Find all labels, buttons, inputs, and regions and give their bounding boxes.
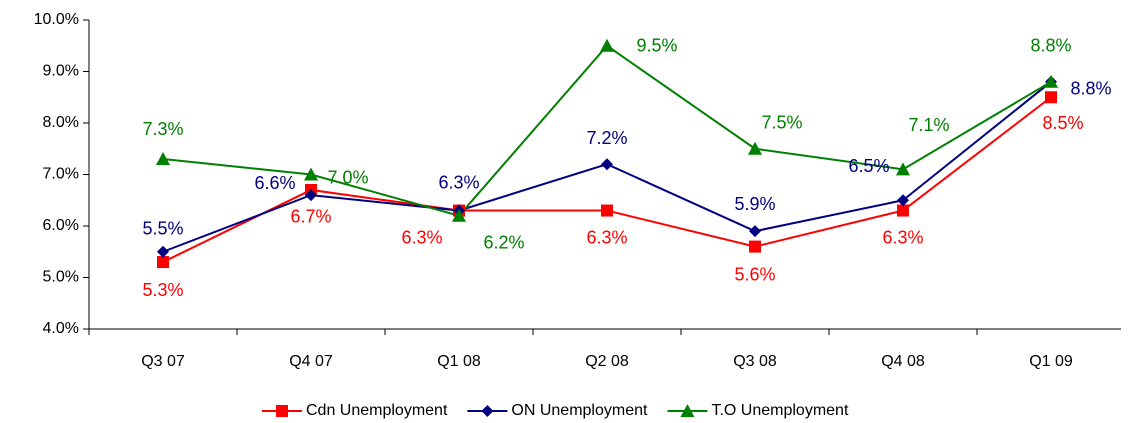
data-label: 5.3% (142, 280, 183, 300)
y-tick-label: 5.0% (43, 269, 79, 286)
data-label: 9.5% (636, 36, 677, 56)
legend-label: ON Unemployment (511, 402, 648, 419)
legend-marker (481, 405, 494, 417)
data-point (304, 167, 318, 181)
data-label: 6.3% (401, 227, 442, 247)
data-point (749, 240, 761, 253)
data-label: 6.2% (483, 232, 524, 252)
data-point (452, 208, 466, 222)
data-point (1045, 91, 1057, 104)
data-label: 5.6% (734, 264, 775, 284)
data-point (601, 204, 613, 217)
data-point (600, 38, 614, 52)
x-tick-label: Q1 09 (1029, 353, 1073, 370)
data-point (156, 152, 170, 166)
data-point (749, 225, 761, 238)
data-label: 7.5% (761, 113, 802, 133)
x-tick-label: Q3 07 (141, 353, 185, 370)
y-tick-label: 4.0% (43, 320, 79, 337)
data-label: 7.1% (908, 115, 949, 135)
data-point (157, 256, 169, 269)
data-label: 6.7% (290, 207, 331, 227)
data-point (601, 158, 613, 171)
data-label: 7.3% (142, 119, 183, 139)
data-label: 5.5% (142, 219, 183, 239)
x-tick-label: Q4 08 (881, 353, 925, 370)
x-tick-label: Q3 08 (733, 353, 777, 370)
data-label: 7.2% (586, 128, 627, 148)
legend-label: Cdn Unemployment (306, 402, 448, 419)
data-label: 7.0% (327, 167, 368, 187)
data-label: 6.3% (586, 227, 627, 247)
data-point (1044, 74, 1058, 88)
legend-marker (680, 404, 695, 417)
y-tick-label: 8.0% (43, 114, 79, 131)
y-tick-label: 6.0% (43, 217, 79, 234)
data-label: 6.3% (438, 172, 479, 192)
y-tick-label: 10.0% (34, 11, 79, 28)
data-label: 6.5% (848, 156, 889, 176)
data-point (897, 194, 909, 207)
data-label: 6.6% (254, 173, 295, 193)
data-label: 5.9% (734, 194, 775, 214)
data-point (748, 141, 762, 155)
legend-label: T.O Unemployment (711, 402, 848, 419)
data-label: 8.8% (1030, 36, 1071, 56)
x-tick-label: Q2 08 (585, 353, 629, 370)
data-label: 8.5% (1042, 113, 1083, 133)
data-point (896, 162, 910, 176)
legend-marker (276, 405, 288, 417)
data-label: 8.8% (1070, 79, 1111, 99)
x-tick-label: Q4 07 (289, 353, 333, 370)
x-tick-label: Q1 08 (437, 353, 481, 370)
data-label: 6.3% (882, 227, 923, 247)
y-tick-label: 7.0% (43, 166, 79, 183)
data-point (157, 245, 169, 258)
y-tick-label: 9.0% (43, 63, 79, 80)
data-point (897, 204, 909, 217)
data-point (305, 189, 317, 202)
